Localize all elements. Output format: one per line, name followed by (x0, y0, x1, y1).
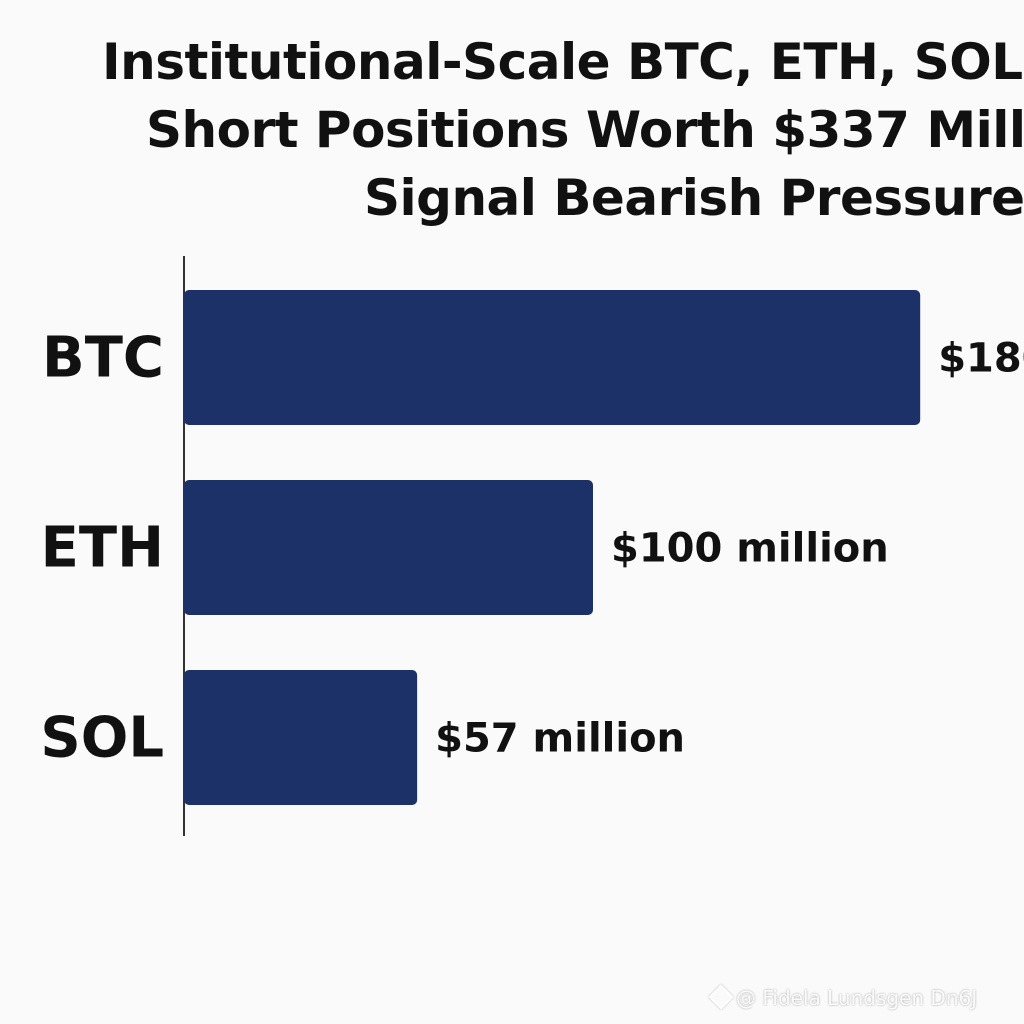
value-label-eth: $100 million (611, 526, 889, 572)
bar-eth (184, 480, 593, 615)
value-label-btc: $180 million (938, 336, 1024, 382)
watermark: @ Fidela Lundsgen Dn6J (708, 984, 978, 1010)
category-label-eth: ETH (41, 516, 164, 581)
category-label-btc: BTC (42, 326, 164, 391)
chart-title-line-1: Institutional-Scale BTC, ETH, SOL (102, 33, 1023, 91)
diamond-logo-icon (708, 984, 734, 1010)
chart-title-line-2: Short Positions Worth $337 Million (146, 101, 1024, 159)
chart-title-line-3: Signal Bearish Pressure (364, 169, 1024, 227)
bar-btc (184, 290, 921, 425)
chart-title: Institutional-Scale BTC, ETH, SOL Short … (0, 32, 1024, 242)
value-label-sol: $57 million (435, 716, 685, 762)
category-label-sol: SOL (40, 706, 164, 771)
bar-sol (184, 670, 418, 805)
watermark-text: @ Fidela Lundsgen Dn6J (736, 986, 978, 1010)
